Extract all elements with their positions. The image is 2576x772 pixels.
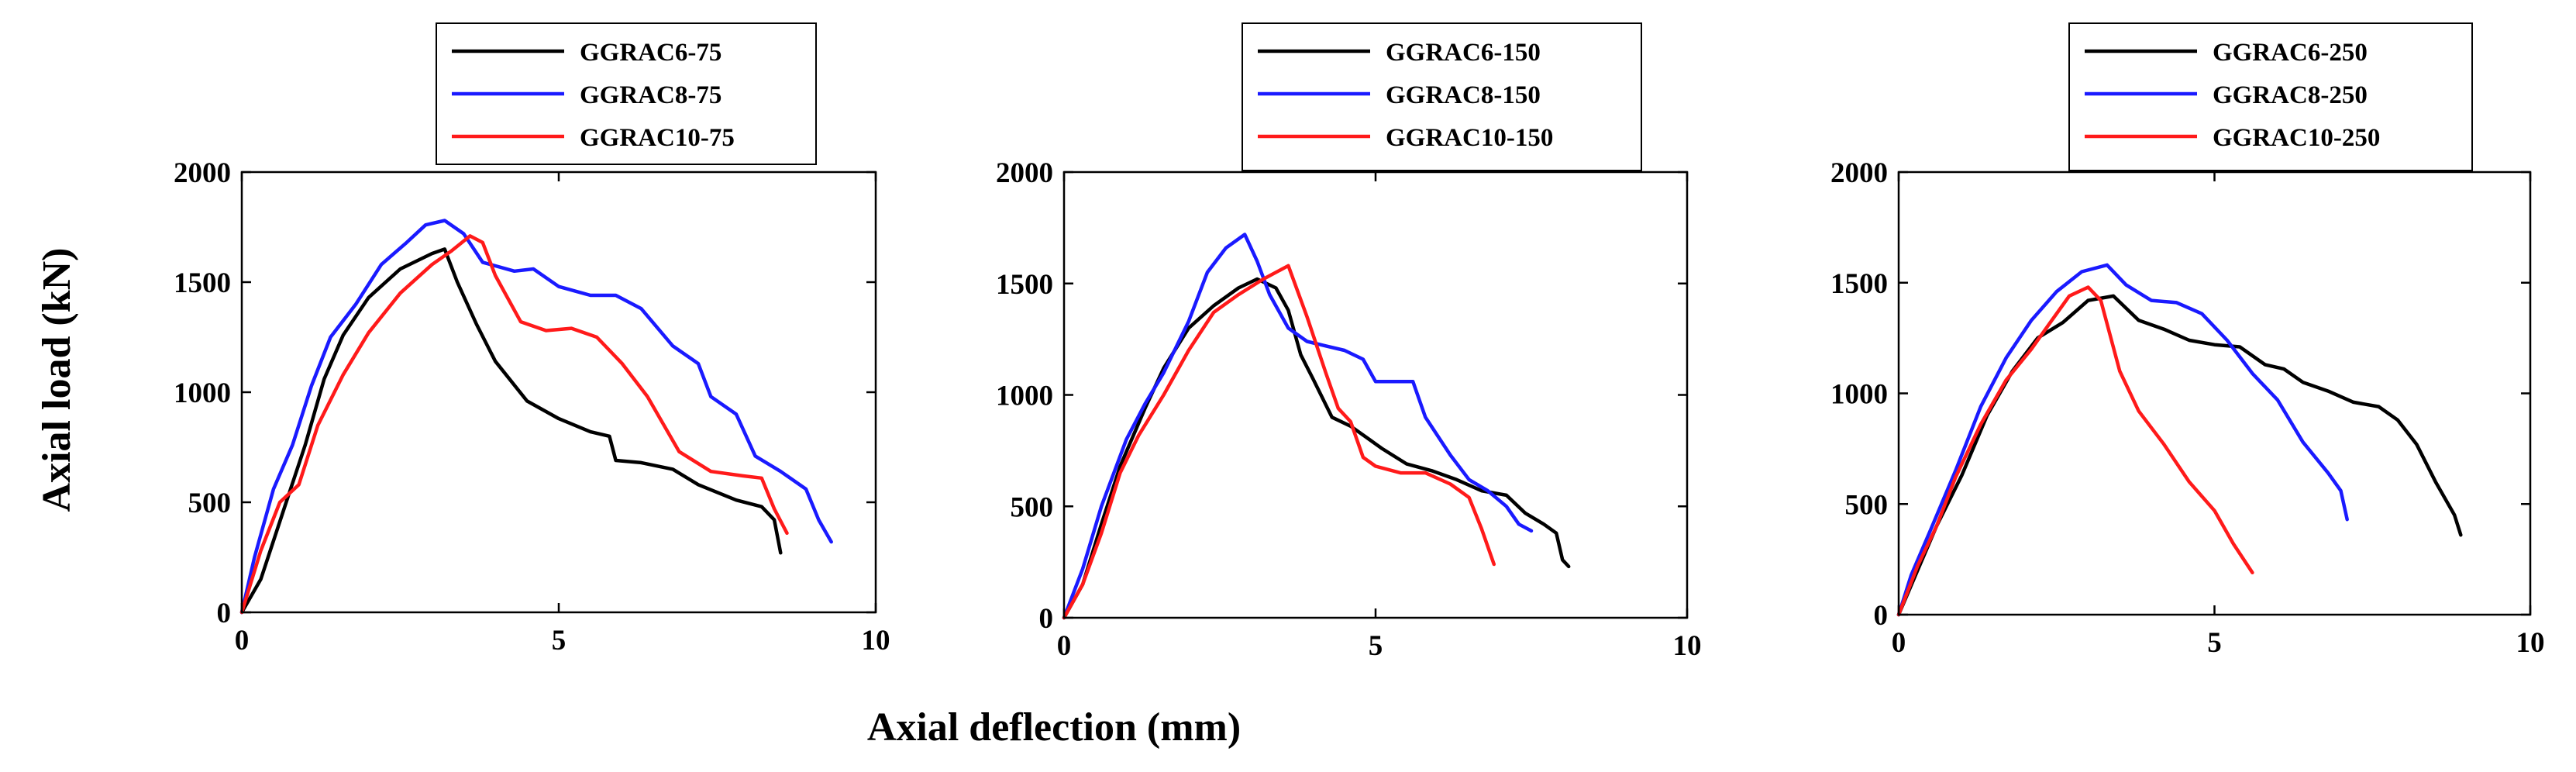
- y-tick-label: 0: [1874, 600, 1889, 632]
- x-tick-label: 10: [2516, 627, 2545, 659]
- x-tick-label: 10: [862, 625, 890, 657]
- shared-y-axis-title: Axial load (kN): [35, 248, 79, 512]
- legend: GGRAC6-75 GGRAC8-75 GGRAC10-75: [436, 22, 817, 165]
- series-line-ggrac8-250: [1896, 263, 2349, 617]
- y-tick-label: 1500: [996, 269, 1053, 301]
- y-tick-label: 500: [1845, 489, 1889, 521]
- y-tick-label: 2000: [996, 157, 1053, 189]
- x-tick-label: 0: [235, 625, 250, 657]
- x-tick-label: 5: [2207, 627, 2222, 659]
- legend-label-ggrac10-250: GGRAC10-250: [2213, 124, 2380, 152]
- y-tick-label: 2000: [1830, 157, 1888, 189]
- plot-frame: [1062, 171, 1689, 619]
- y-tick-label: 1000: [996, 381, 1053, 412]
- legend-label-ggrac6-250: GGRAC6-250: [2213, 39, 2368, 67]
- y-tick-label: 2000: [174, 157, 231, 189]
- series-line-ggrac10-75: [239, 234, 789, 615]
- x-tick-label: 5: [552, 625, 567, 657]
- legend-box: [1242, 22, 1642, 171]
- series-line-ggrac6-250: [1896, 294, 2463, 617]
- plots-group: 0 5 100500100015002000GGRAC6-75GGRAC8-75GG…: [174, 22, 2545, 662]
- legend-box: [2068, 22, 2473, 171]
- legend-label-ggrac8-75: GGRAC8-75: [580, 81, 721, 109]
- legend-label-ggrac6-75: GGRAC6-75: [580, 39, 721, 67]
- series-line-ggrac6-75: [239, 247, 783, 615]
- series-line-ggrac8-75: [239, 219, 833, 615]
- legend: GGRAC6-250 GGRAC8-250 GGRAC10-250: [2068, 22, 2473, 171]
- legend: GGRAC6-150 GGRAC8-150 GGRAC10-150: [1242, 22, 1642, 171]
- legend-label-ggrac10-150: GGRAC10-150: [1386, 124, 1553, 152]
- x-tick-label: 5: [1369, 630, 1383, 662]
- series-line-ggrac6-150: [1062, 277, 1571, 620]
- chart-panel-1: 0 5 100500100015002000GGRAC6-75GGRAC8-75GG…: [174, 22, 890, 657]
- series-line-ggrac10-250: [1896, 285, 2254, 617]
- y-tick-label: 0: [1039, 603, 1054, 635]
- series-line-ggrac8-150: [1062, 233, 1534, 620]
- y-tick-label: 500: [188, 488, 232, 519]
- chart-panel-2: 0 5 10 0 500 1000 1500 2000 GGRAC6-150 GGRAC8-150…: [996, 22, 1702, 662]
- y-tick-label: 1500: [1830, 268, 1888, 300]
- chart-panel-3: 0 5 10 0 500 1000 1500 2000 GGRAC6-250 GGRAC8-250…: [1830, 22, 2545, 659]
- legend-label-ggrac6-150: GGRAC6-150: [1386, 39, 1541, 67]
- y-tick-label: 0: [217, 598, 232, 629]
- legend-label-ggrac10-75: GGRAC10-75: [580, 124, 735, 152]
- y-tick-label: 1000: [174, 377, 231, 409]
- shared-x-axis-title: Axial deflection (mm): [867, 705, 1241, 750]
- y-tick-label: 1500: [174, 267, 231, 299]
- x-tick-label: 0: [1892, 627, 1906, 659]
- series-line-ggrac10-150: [1062, 264, 1496, 620]
- legend-label-ggrac8-250: GGRAC8-250: [2213, 81, 2368, 109]
- y-tick-label: 500: [1011, 491, 1054, 523]
- legend-label-ggrac8-150: GGRAC8-150: [1386, 81, 1541, 109]
- x-tick-label: 0: [1057, 630, 1072, 662]
- x-tick-label: 10: [1673, 630, 1702, 662]
- plot-frame: [1897, 171, 2532, 616]
- y-tick-label: 1000: [1830, 379, 1888, 411]
